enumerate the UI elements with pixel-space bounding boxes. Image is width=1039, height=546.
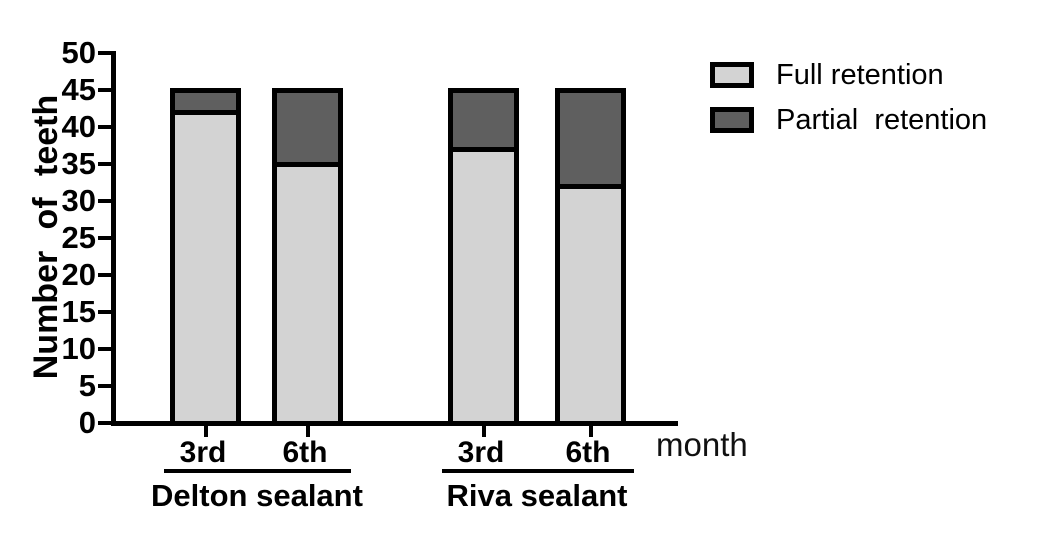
segment-partial-retention	[560, 93, 621, 189]
x-tick	[482, 426, 486, 437]
y-tick-label: 50	[61, 35, 96, 70]
x-tick-label: 6th	[282, 436, 328, 469]
y-tick-label: 10	[61, 331, 96, 366]
bar-riva-3rd	[448, 88, 519, 426]
legend-label-full-retention: Full retention	[776, 59, 944, 91]
bar-delton-6th	[272, 88, 343, 426]
legend: Full retention Partial retention	[710, 60, 987, 150]
legend-item-full-retention: Full retention	[710, 60, 987, 90]
x-axis-title: month	[656, 426, 748, 463]
y-tick	[98, 347, 111, 351]
y-tick	[98, 310, 111, 314]
y-tick	[98, 384, 111, 388]
y-tick	[98, 88, 111, 92]
legend-swatch-partial-retention	[710, 107, 754, 133]
y-tick-label: 20	[61, 257, 96, 292]
y-tick	[98, 125, 111, 129]
y-tick-label: 25	[61, 220, 96, 255]
y-tick-label: 0	[78, 405, 96, 440]
x-tick	[204, 426, 208, 437]
y-tick	[98, 273, 111, 277]
legend-swatch-full-retention	[710, 62, 754, 88]
y-tick	[98, 199, 111, 203]
y-tick	[98, 236, 111, 240]
group-label: Delton sealant	[151, 478, 363, 513]
group-underline	[164, 469, 351, 473]
segment-partial-retention	[453, 93, 514, 152]
y-axis-line	[111, 51, 116, 426]
x-tick-label: 3rd	[179, 436, 227, 469]
y-tick-label: 30	[61, 183, 96, 218]
segment-partial-retention	[277, 93, 338, 167]
y-tick-label: 35	[61, 146, 96, 181]
y-tick	[98, 421, 111, 425]
y-tick-label: 15	[61, 294, 96, 329]
segment-partial-retention	[175, 93, 236, 115]
bar-delton-3rd	[170, 88, 241, 426]
x-axis-line	[111, 421, 678, 426]
y-tick-label: 45	[61, 72, 96, 107]
group-underline	[442, 469, 634, 473]
legend-item-partial-retention: Partial retention	[710, 105, 987, 135]
y-tick-label: 40	[61, 109, 96, 144]
y-tick	[98, 51, 111, 55]
y-tick-label: 5	[78, 368, 96, 403]
bar-riva-6th	[555, 88, 626, 426]
x-tick	[306, 426, 310, 437]
legend-label-partial-retention: Partial retention	[776, 104, 988, 136]
x-tick-label: 6th	[565, 436, 611, 469]
x-tick	[589, 426, 593, 437]
group-label: Riva sealant	[446, 478, 628, 513]
x-tick-label: 3rd	[457, 436, 505, 469]
y-tick	[98, 162, 111, 166]
